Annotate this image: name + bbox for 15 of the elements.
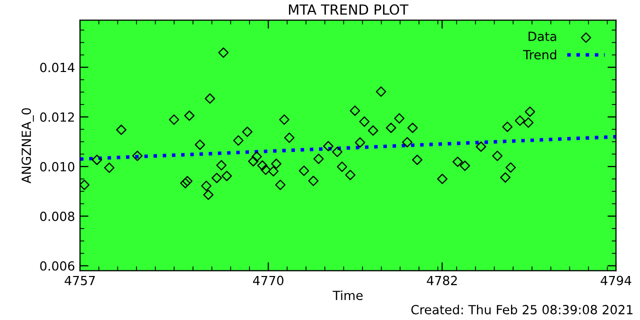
y-tick-label: 0.006 (40, 261, 74, 271)
x-tick-label: 4794 (600, 276, 632, 286)
text: Created: Thu Feb 25 08:39:08 2021 (411, 304, 632, 314)
y-tick-label: 0.010 (40, 162, 74, 172)
y-axis-title: ANGZNEA_0 (22, 108, 34, 184)
y-tick-label: 0.014 (40, 62, 74, 72)
y-tick-label: 0.008 (40, 212, 74, 222)
y-tick-label: 0.012 (40, 112, 74, 122)
x-tick-label: 4757 (64, 276, 95, 286)
legend-label: Data (528, 32, 556, 42)
x-axis-title: Time (332, 290, 363, 300)
x-tick-label: 4770 (253, 276, 284, 286)
chart-title: MTA TREND PLOT (288, 4, 408, 15)
legend-label: Trend (523, 50, 556, 60)
x-tick-label: 4782 (426, 276, 457, 286)
